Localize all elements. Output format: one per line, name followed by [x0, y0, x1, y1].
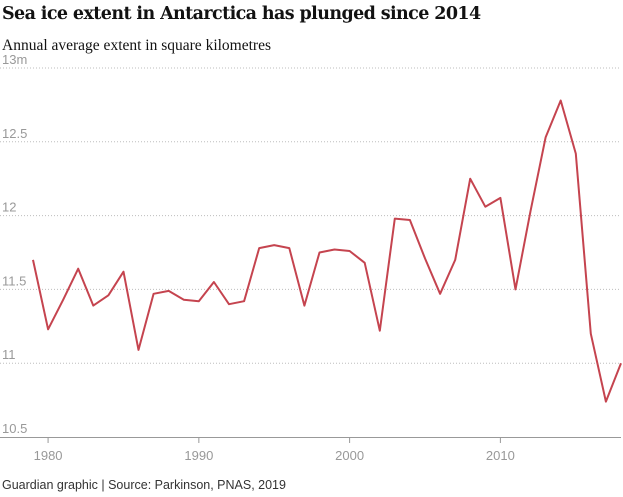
gridlines	[0, 67, 621, 364]
y-tick-label: 10.5	[2, 421, 27, 436]
source-credit: Guardian graphic | Source: Parkinson, PN…	[2, 478, 286, 492]
x-axis: 1980 1990 2000 2010	[0, 437, 621, 463]
x-tick-label: 2000	[335, 448, 364, 463]
chart-title: Sea ice extent in Antarctica has plunged…	[2, 4, 481, 24]
series-line	[32, 99, 622, 403]
y-tick-label: 11.5	[2, 273, 26, 288]
x-tick-label: 1980	[34, 448, 63, 463]
y-tick-label: 11	[2, 347, 16, 362]
y-axis-labels: 13m 12.5 12 11.5 11 10.5	[2, 52, 27, 436]
series-layer	[32, 99, 622, 403]
x-tick-label: 2010	[486, 448, 515, 463]
y-tick-label: 12.5	[2, 126, 27, 141]
x-tick-label: 1990	[184, 448, 213, 463]
y-tick-label: 13m	[2, 52, 27, 67]
y-tick-label: 12	[2, 200, 16, 215]
chart-subtitle: Annual average extent in square kilometr…	[2, 37, 271, 54]
